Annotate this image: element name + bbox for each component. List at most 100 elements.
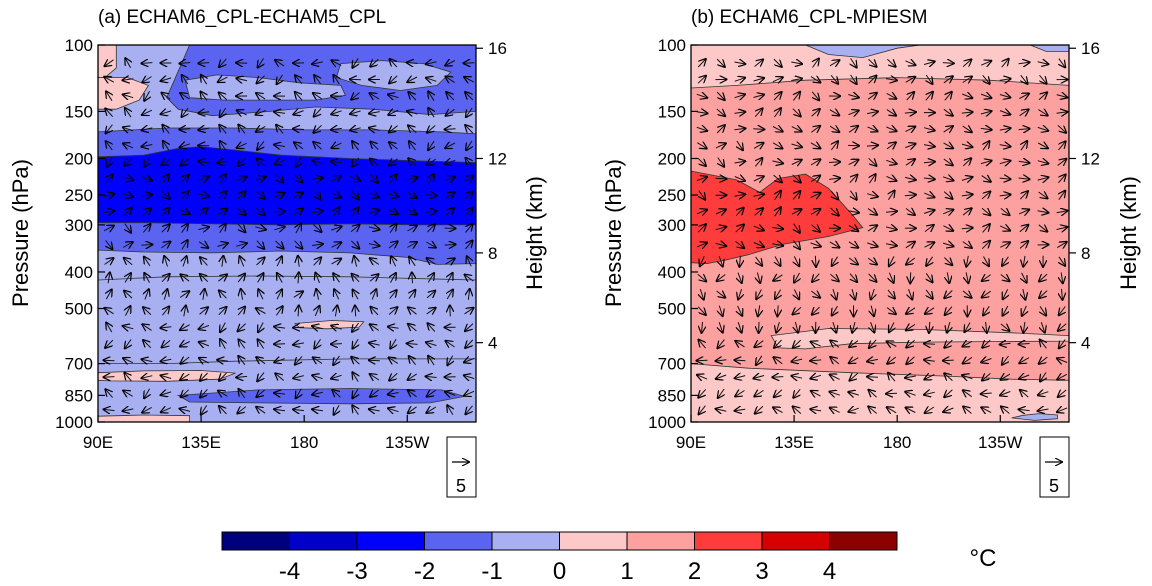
wind-vector: [904, 112, 916, 113]
wind-vector: [312, 326, 323, 329]
wind-vector: [753, 226, 764, 230]
wind-vector: [144, 257, 150, 267]
panel-a-reference-label: 5: [456, 476, 466, 496]
wind-vector: [961, 112, 973, 113]
wind-vector: [466, 224, 473, 233]
wind-vector: [753, 78, 765, 81]
wind-vector: [311, 244, 323, 246]
y2-tick-label: 4: [488, 334, 497, 353]
wind-vector: [981, 241, 990, 250]
wind-vector: [754, 341, 764, 347]
wind-vector: [831, 141, 838, 151]
wind-vector: [832, 305, 838, 315]
wind-vector: [850, 190, 856, 200]
wind-vector: [1019, 94, 1029, 99]
wind-vector: [388, 327, 399, 329]
wind-vector: [889, 272, 893, 283]
colorbar-label: -4: [279, 558, 300, 585]
panel-b-title: (b) ECHAM6_CPL-MPIESM: [691, 7, 928, 28]
wind-vector: [238, 274, 245, 283]
colorbar-box: [424, 531, 493, 551]
wind-vector: [983, 224, 990, 233]
wind-vector: [965, 322, 971, 333]
wind-vector: [312, 375, 323, 379]
wind-vector: [296, 388, 302, 398]
wind-vector: [464, 175, 474, 182]
wind-vector: [161, 392, 172, 395]
wind-vector: [906, 356, 915, 364]
wind-vector: [277, 256, 282, 267]
wind-vector: [161, 408, 172, 413]
wind-vector: [924, 225, 934, 232]
wind-vector: [389, 75, 398, 84]
contour-region-left-bottom-light: [691, 363, 1069, 422]
wind-vector: [1019, 110, 1029, 116]
wind-vector: [181, 389, 190, 398]
wind-vector: [388, 307, 397, 315]
wind-vector: [1022, 272, 1027, 283]
wind-vector: [961, 144, 973, 147]
wind-vector: [447, 355, 452, 366]
wind-vector: [777, 305, 778, 316]
wind-vector: [295, 355, 302, 364]
wind-vector: [218, 391, 228, 397]
wind-vector: [962, 208, 972, 215]
wind-vector: [277, 289, 282, 300]
wind-vector: [141, 177, 152, 181]
wind-vector: [465, 339, 474, 348]
wind-vector: [738, 322, 741, 332]
wind-vector: [734, 94, 746, 97]
wind-vector: [352, 58, 358, 67]
wind-vector: [1057, 125, 1066, 132]
y-tick-label: 250: [65, 186, 93, 205]
wind-vector: [314, 108, 322, 117]
colorbar-label: 4: [823, 558, 836, 585]
wind-vector: [331, 259, 342, 264]
wind-vector: [1040, 372, 1046, 381]
wind-vector: [849, 175, 858, 183]
wind-vector: [331, 176, 341, 182]
wind-vector: [943, 159, 953, 165]
wind-vector: [926, 256, 932, 266]
wind-vector: [445, 258, 454, 264]
wind-vector: [295, 75, 302, 85]
wind-vector: [1000, 324, 1010, 331]
wind-vector: [274, 344, 286, 345]
wind-vector: [123, 208, 132, 217]
wind-vector: [293, 192, 303, 198]
wind-vector: [947, 272, 949, 283]
wind-vector: [910, 272, 911, 283]
wind-vector: [426, 242, 435, 248]
wind-vector: [466, 241, 473, 250]
wind-vector: [793, 388, 800, 398]
wind-vector: [428, 273, 434, 283]
wind-vector: [923, 128, 935, 131]
wind-vector: [983, 74, 990, 84]
wind-vector: [755, 405, 764, 413]
y2-tick-label: 8: [488, 244, 497, 263]
panel-b-fill: [691, 45, 1069, 422]
wind-vector: [314, 339, 320, 348]
wind-vector: [293, 209, 303, 215]
wind-vector: [904, 177, 916, 180]
wind-vector: [355, 305, 356, 317]
wind-vector: [161, 359, 172, 361]
wind-vector: [1000, 343, 1011, 344]
wind-vector: [199, 208, 208, 216]
wind-vector: [180, 144, 191, 148]
wind-vector: [257, 75, 265, 84]
wind-vector: [999, 95, 1011, 98]
wind-vector: [697, 375, 708, 379]
wind-vector: [123, 127, 134, 131]
wind-vector: [257, 158, 265, 167]
wind-vector: [962, 341, 973, 346]
panel-a-x-ticks: 90E 135E 180 135W: [83, 415, 429, 452]
wind-vector: [850, 372, 859, 380]
wind-vector: [123, 358, 134, 363]
wind-vector: [142, 407, 152, 412]
wind-vector: [142, 77, 152, 83]
colorbar-box: [221, 531, 290, 551]
wind-vector: [200, 372, 208, 381]
wind-vector: [408, 374, 417, 380]
wind-vector: [426, 62, 437, 64]
